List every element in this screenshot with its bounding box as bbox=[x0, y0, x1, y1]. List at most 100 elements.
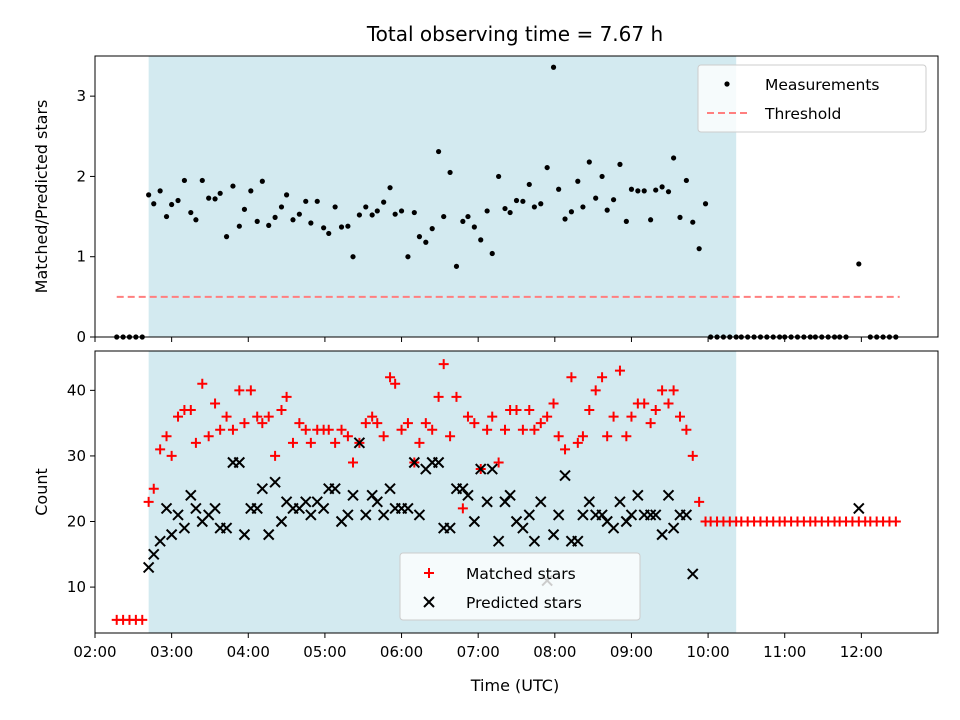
measurement-point bbox=[429, 226, 435, 232]
x-tick-label: 05:00 bbox=[303, 643, 346, 661]
predicted-point bbox=[468, 515, 481, 528]
predicted-point bbox=[644, 509, 657, 521]
predicted-point bbox=[552, 509, 565, 521]
matched-point bbox=[210, 398, 221, 409]
predicted-point bbox=[559, 469, 571, 482]
predicted-point bbox=[269, 476, 281, 488]
measurement-point bbox=[568, 209, 575, 215]
measurement-point bbox=[278, 204, 285, 210]
predicted-point bbox=[342, 509, 354, 521]
matched-point bbox=[457, 503, 468, 514]
matched-point bbox=[367, 411, 378, 422]
matched-point bbox=[621, 431, 632, 442]
predicted-point bbox=[577, 509, 589, 521]
matched-point bbox=[529, 424, 540, 435]
matched-point bbox=[572, 437, 583, 448]
y-tick-label: 1 bbox=[76, 248, 86, 266]
predicted-point bbox=[687, 568, 699, 580]
matched-point bbox=[535, 418, 546, 429]
matched-point bbox=[330, 437, 341, 448]
matched-point bbox=[336, 424, 347, 435]
measurement-point bbox=[163, 213, 170, 220]
measurement-point bbox=[623, 218, 629, 224]
x-tick-label: 06:00 bbox=[380, 643, 423, 661]
measurement-point bbox=[392, 211, 398, 217]
predicted-point bbox=[492, 535, 505, 547]
measurement-point bbox=[635, 188, 641, 194]
measurement-point bbox=[423, 239, 429, 245]
measurement-point bbox=[283, 192, 290, 198]
matched-point bbox=[323, 424, 334, 435]
matched-point bbox=[511, 405, 522, 416]
predicted-point bbox=[528, 535, 541, 547]
predicted-point bbox=[413, 509, 426, 521]
measurement-point bbox=[690, 219, 696, 225]
measurement-point bbox=[290, 217, 296, 223]
matched-point bbox=[348, 457, 359, 468]
matched-point bbox=[161, 431, 172, 442]
predicted-point bbox=[402, 502, 414, 515]
measurement-point bbox=[593, 195, 599, 201]
measurement-point bbox=[241, 206, 248, 212]
measurement-point bbox=[604, 207, 610, 213]
measurement-point bbox=[169, 201, 175, 208]
measurement-point bbox=[308, 220, 314, 226]
measurement-point bbox=[193, 217, 199, 223]
predicted-point bbox=[384, 483, 396, 495]
measurement-point bbox=[453, 263, 460, 269]
matched-point bbox=[396, 424, 407, 435]
measurement-point bbox=[526, 181, 532, 188]
y-tick-label: 40 bbox=[67, 381, 86, 399]
matched-point bbox=[420, 418, 431, 429]
x-tick-label: 08:00 bbox=[533, 643, 576, 661]
measurement-point bbox=[157, 188, 163, 194]
predicted-point bbox=[486, 463, 498, 475]
legend: Matched stars Predicted stars bbox=[399, 552, 641, 621]
measurement-point bbox=[702, 201, 709, 207]
measurement-point bbox=[181, 177, 188, 184]
y-tick-label: 2 bbox=[76, 167, 86, 185]
matched-point bbox=[245, 385, 256, 396]
plot-frame bbox=[94, 55, 939, 338]
legend-threshold-label: Threshold bbox=[764, 105, 841, 123]
measurement-point bbox=[531, 204, 537, 210]
measurement-point bbox=[599, 173, 605, 180]
plot-frame bbox=[94, 350, 939, 634]
matched-point bbox=[694, 496, 705, 507]
measurement-point bbox=[398, 208, 405, 214]
predicted-point bbox=[535, 496, 547, 508]
predicted-point bbox=[504, 489, 516, 501]
measurement-point bbox=[223, 234, 230, 240]
measurement-point bbox=[296, 211, 302, 217]
measurement-point bbox=[484, 208, 490, 214]
predicted-point bbox=[625, 509, 638, 521]
y-axis-label: Count bbox=[32, 468, 51, 516]
measurement-point bbox=[248, 188, 254, 194]
measurement-point bbox=[586, 159, 592, 165]
panel-ratio: 0 1 2 3 Matched/Predicted stars Measurements T… bbox=[32, 55, 939, 346]
matched-point bbox=[614, 365, 625, 376]
matched-point bbox=[451, 391, 462, 402]
matched-point bbox=[687, 450, 698, 461]
matched-point bbox=[270, 450, 281, 461]
measurement-point bbox=[520, 198, 526, 204]
matched-point bbox=[257, 418, 268, 429]
measurement-point bbox=[435, 148, 442, 155]
measurement-point bbox=[856, 261, 862, 267]
predicted-point bbox=[305, 509, 317, 521]
measurement-point bbox=[441, 213, 447, 220]
predicted-point bbox=[347, 489, 359, 501]
measurement-point bbox=[683, 177, 689, 184]
predicted-point bbox=[172, 509, 184, 521]
measurement-point bbox=[460, 218, 466, 224]
matched-point bbox=[390, 378, 401, 389]
measurement-point bbox=[272, 214, 278, 220]
predicted-point bbox=[190, 502, 202, 515]
matched-point bbox=[626, 411, 637, 422]
legend: Measurements Threshold bbox=[697, 64, 927, 133]
series-predicted-stars bbox=[142, 437, 865, 587]
matched-point bbox=[300, 424, 311, 435]
matched-point bbox=[602, 431, 613, 442]
measurement-point bbox=[387, 185, 393, 191]
predicted-point bbox=[185, 489, 197, 501]
